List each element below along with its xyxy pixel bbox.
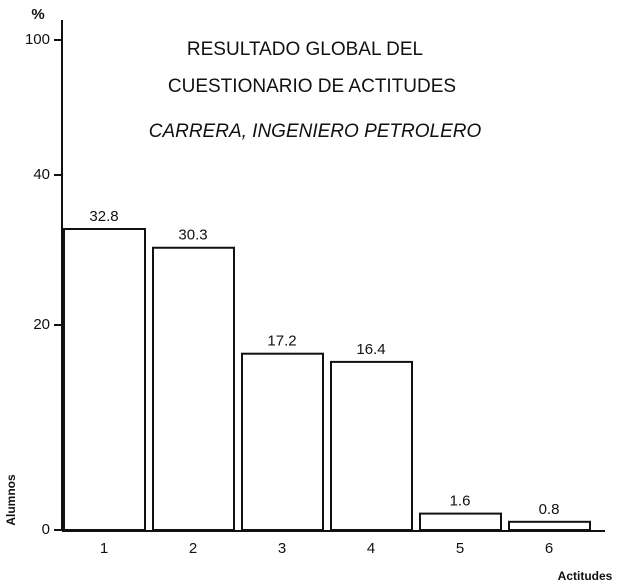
bar [241, 352, 324, 532]
x-tick-label: 5 [456, 540, 464, 557]
y-tick-label: 40 [33, 166, 50, 183]
y-axis-label: Alumnos [4, 474, 18, 526]
bar [152, 246, 235, 531]
x-tick-label: 2 [189, 540, 197, 557]
value-label: 0.8 [539, 501, 560, 518]
bar [63, 228, 146, 531]
chart-title: RESULTADO GLOBAL DEL [187, 39, 423, 60]
chart-title: CUESTIONARIO DE ACTITUDES [168, 76, 456, 97]
x-axis-label: Actitudes [558, 569, 613, 583]
bar [508, 520, 591, 531]
chart-subtitle: CARRERA, INGENIERO PETROLERO [149, 121, 482, 142]
bar [330, 360, 413, 531]
x-tick-label: 4 [367, 540, 375, 557]
value-label: 16.4 [356, 341, 385, 358]
x-tick-label: 6 [545, 540, 553, 557]
y-tick-label: 0 [42, 521, 50, 538]
y-tick-label: 100 [25, 31, 50, 48]
value-label: 1.6 [450, 493, 471, 510]
value-label: 17.2 [267, 333, 296, 350]
x-tick-label: 3 [278, 540, 286, 557]
x-tick-label: 1 [100, 540, 108, 557]
bar [419, 512, 502, 531]
value-label: 30.3 [178, 227, 207, 244]
y-tick-label: 20 [33, 316, 50, 333]
value-label: 32.8 [89, 208, 118, 225]
y-unit: % [31, 6, 44, 23]
